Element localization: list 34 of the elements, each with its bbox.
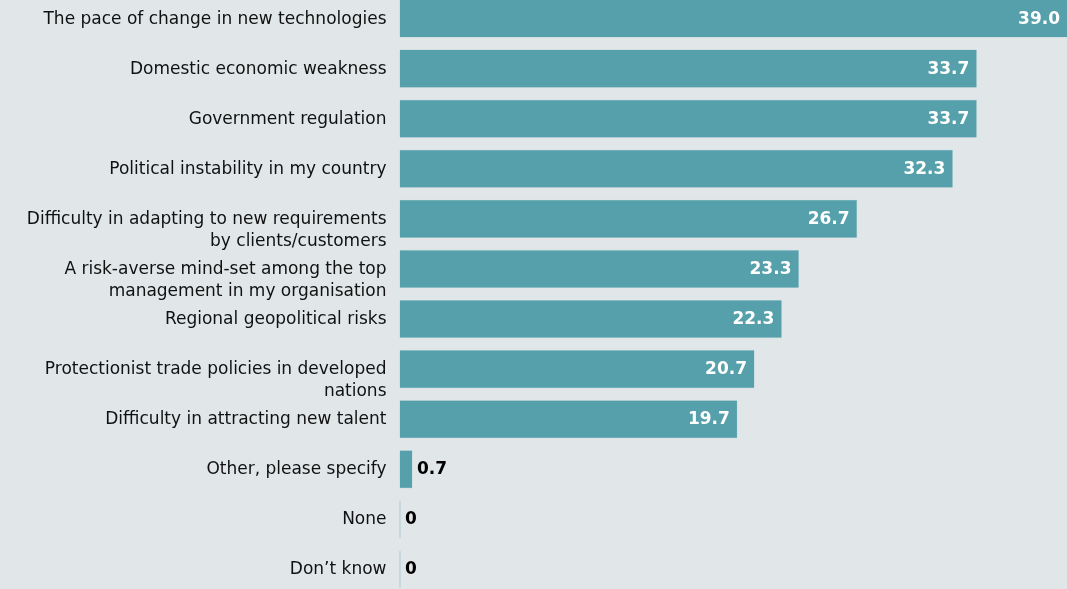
y-tick-label: A risk-averse mind-set among the top management in my organisation bbox=[64, 257, 387, 300]
bar bbox=[399, 49, 977, 88]
bar bbox=[399, 300, 782, 338]
data-label: 26.7 bbox=[807, 207, 850, 228]
bar bbox=[399, 200, 857, 238]
bar bbox=[399, 0, 1067, 38]
y-tick-label: Don’t know bbox=[289, 558, 387, 579]
data-label: 0 bbox=[405, 558, 417, 579]
data-label: 23.3 bbox=[749, 257, 792, 278]
y-tick-label: Protectionist trade policies in developed nations bbox=[44, 358, 387, 401]
y-tick-label: None bbox=[342, 508, 387, 529]
data-label: 0 bbox=[405, 508, 417, 529]
y-tick-label: Regional geopolitical risks bbox=[164, 308, 387, 329]
bar bbox=[399, 350, 755, 388]
data-label: 20.7 bbox=[705, 358, 748, 379]
data-label: 33.7 bbox=[927, 57, 970, 78]
y-tick-label: Government regulation bbox=[188, 107, 387, 128]
data-label: 22.3 bbox=[732, 308, 775, 329]
y-tick-label: Political instability in my country bbox=[109, 157, 387, 178]
bar bbox=[399, 400, 738, 438]
data-label: 32.3 bbox=[903, 157, 946, 178]
data-label: 33.7 bbox=[927, 107, 970, 128]
data-label: 19.7 bbox=[687, 408, 730, 429]
y-tick-label: Difficulty in attracting new talent bbox=[105, 408, 387, 429]
bar bbox=[399, 450, 413, 489]
data-label: 39.0 bbox=[1018, 7, 1061, 28]
y-tick-label: The pace of change in new technologies bbox=[42, 7, 387, 28]
y-tick-label: Difficulty in adapting to new requirements by clients/customers bbox=[26, 207, 387, 250]
bar bbox=[399, 99, 977, 138]
data-label: 0.7 bbox=[416, 458, 448, 479]
y-tick-label: Other, please specify bbox=[206, 458, 387, 479]
y-tick-label: Domestic economic weakness bbox=[130, 57, 387, 78]
bar bbox=[399, 250, 799, 288]
bar bbox=[399, 150, 953, 188]
